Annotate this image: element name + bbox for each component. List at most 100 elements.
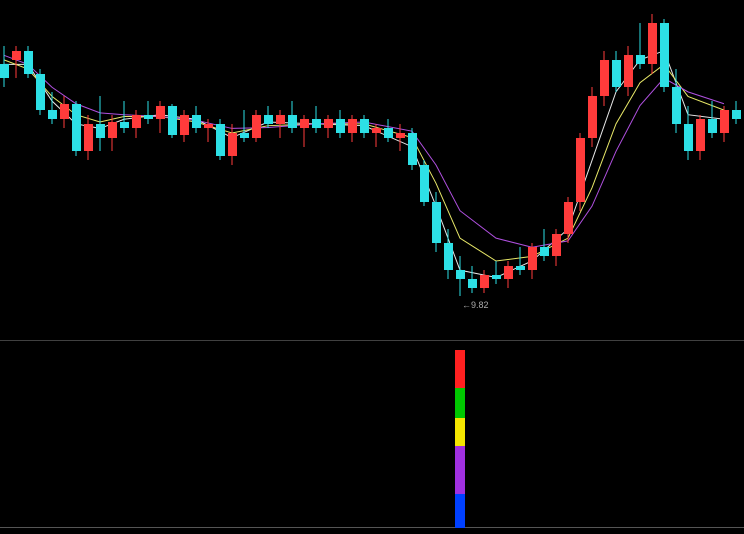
candle[interactable] [60,0,69,340]
candle[interactable] [444,0,453,340]
candle[interactable] [192,0,201,340]
candle[interactable] [528,0,537,340]
candle[interactable] [672,0,681,340]
candle[interactable] [480,0,489,340]
candle[interactable] [120,0,129,340]
candle-wick [376,124,377,147]
candle[interactable] [696,0,705,340]
candle-body [432,202,441,243]
candle[interactable] [516,0,525,340]
candle-body [0,64,9,78]
candle[interactable] [336,0,345,340]
candle[interactable] [312,0,321,340]
candle[interactable] [180,0,189,340]
candle[interactable] [576,0,585,340]
candle[interactable] [36,0,45,340]
candle-body [612,60,621,87]
candle[interactable] [420,0,429,340]
candle[interactable] [348,0,357,340]
candle[interactable] [660,0,669,340]
indicator-baseline [0,527,744,528]
candle-body [96,124,105,138]
candle[interactable] [720,0,729,340]
candle-body [72,104,81,152]
candle[interactable] [264,0,273,340]
candle-body [660,23,669,87]
candle[interactable] [396,0,405,340]
candle-body [468,279,477,288]
candle-body [12,51,21,60]
candle[interactable] [132,0,141,340]
candle[interactable] [384,0,393,340]
candle[interactable] [468,0,477,340]
candle-body [372,128,381,133]
candle[interactable] [624,0,633,340]
candle-body [696,119,705,151]
candle[interactable] [96,0,105,340]
candle-body [420,165,429,202]
candle[interactable] [300,0,309,340]
candle[interactable] [228,0,237,340]
candle-body [252,115,261,138]
candle-body [132,115,141,129]
candle[interactable] [84,0,93,340]
candle[interactable] [564,0,573,340]
candle[interactable] [648,0,657,340]
candle[interactable] [408,0,417,340]
candle[interactable] [372,0,381,340]
candle[interactable] [324,0,333,340]
candle-body [312,119,321,128]
candle[interactable] [492,0,501,340]
candle-body [708,119,717,133]
candle-body [480,275,489,289]
candle-body [624,55,633,87]
candle[interactable] [504,0,513,340]
candle[interactable] [636,0,645,340]
candle[interactable] [156,0,165,340]
candle[interactable] [252,0,261,340]
candle-body [408,133,417,165]
candle[interactable] [204,0,213,340]
candle[interactable] [144,0,153,340]
indicator-panel[interactable] [0,341,744,534]
candle[interactable] [588,0,597,340]
candle[interactable] [48,0,57,340]
candle[interactable] [240,0,249,340]
candle[interactable] [216,0,225,340]
candle-body [720,110,729,133]
candle[interactable] [600,0,609,340]
candle[interactable] [732,0,741,340]
candle[interactable] [276,0,285,340]
candle[interactable] [684,0,693,340]
candle[interactable] [360,0,369,340]
candle[interactable] [12,0,21,340]
candle[interactable] [288,0,297,340]
candle[interactable] [108,0,117,340]
candle[interactable] [612,0,621,340]
candle-body [144,115,153,120]
candle-wick [208,119,209,142]
candle[interactable] [432,0,441,340]
candle-body [24,51,33,74]
candle-body [684,124,693,151]
candle-body [504,266,513,280]
candle-body [156,106,165,120]
candle[interactable] [72,0,81,340]
candle-body [600,60,609,97]
candle-body [240,133,249,138]
candle[interactable] [0,0,9,340]
candle[interactable] [708,0,717,340]
candle[interactable] [168,0,177,340]
candle[interactable] [540,0,549,340]
candle[interactable] [24,0,33,340]
candle-body [444,243,453,270]
candle-body [216,124,225,156]
candle-body [528,247,537,270]
candlestick-panel[interactable]: ←9.82 [0,0,744,340]
candle-wick [496,261,497,284]
indicator-segment [455,418,465,446]
candle-body [636,55,645,64]
candle-body [276,115,285,124]
candle[interactable] [552,0,561,340]
candle[interactable] [456,0,465,340]
